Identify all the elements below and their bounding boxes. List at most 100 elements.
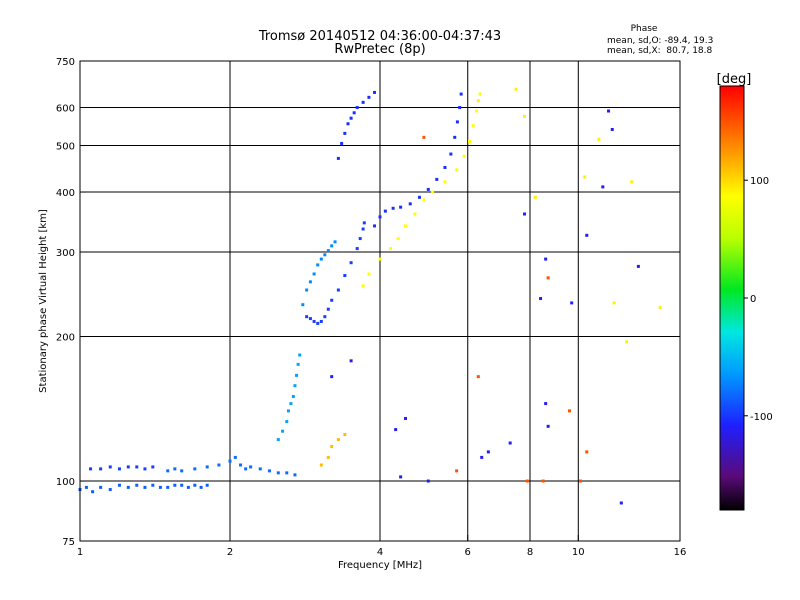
data-point [389,247,393,251]
data-point [546,276,550,280]
x-tick-label: 6 [465,547,471,558]
x-tick-label: 1 [77,547,83,558]
data-point [546,424,550,428]
data-point [403,416,407,420]
data-point [378,257,382,261]
data-point [126,465,130,469]
data-point [362,221,366,225]
data-point [135,465,139,469]
data-point [323,253,327,257]
data-point [258,467,262,471]
data-point [583,175,587,179]
y-tick-label: 600 [56,104,75,115]
data-point [330,298,334,302]
data-point [281,429,285,433]
data-point [471,124,475,128]
data-point [305,315,309,319]
data-point [383,209,387,213]
sounding-points [78,87,662,505]
data-point [449,152,453,156]
data-point [180,469,184,473]
data-point [151,483,155,487]
data-point [91,490,95,494]
data-point [361,227,365,231]
data-point [361,100,365,104]
data-point [462,154,466,158]
data-point [458,106,462,110]
data-point [399,475,403,479]
phase-stats-o: mean, sd,O: -89.4, 19.3 [607,36,713,46]
data-point [435,177,439,181]
data-point [285,420,289,424]
data-point [186,485,190,489]
data-point [293,384,297,388]
y-tick-label: 75 [62,537,75,548]
data-point [301,303,305,307]
data-point [403,224,407,228]
data-point [108,465,112,469]
data-point [330,244,334,248]
data-point [399,205,403,209]
data-point [396,237,400,241]
data-point [126,485,130,489]
data-point [476,375,480,379]
data-point [293,473,297,477]
data-point [630,180,634,184]
data-point [358,237,362,241]
data-point [340,141,344,145]
data-point [426,187,430,191]
data-point [413,212,417,216]
y-tick-label: 400 [56,188,75,199]
data-point [276,471,280,475]
data-point [305,288,309,292]
data-point [352,111,356,115]
data-point [612,301,616,305]
data-point [336,288,340,292]
data-point [468,139,472,143]
axis-ticks: 1 2 4 6 8 10 16 75 100 200 300 400 500 600 750 [56,57,686,558]
data-point [453,135,457,139]
y-tick-label: 100 [56,477,75,488]
data-point [514,87,518,91]
data-point [525,479,529,483]
data-point [585,233,589,237]
data-point [244,467,248,471]
y-tick-label: 750 [56,57,75,68]
data-point [346,122,350,126]
data-point [228,459,232,463]
grid-lines [80,61,680,541]
data-point [349,116,353,120]
data-point [349,359,353,363]
data-point [539,297,543,301]
data-point [319,463,323,467]
data-point [544,257,548,261]
data-point [394,428,398,432]
data-point [316,263,320,267]
data-point [239,463,243,467]
data-point [373,90,377,94]
data-point [326,455,330,459]
data-point [523,212,527,216]
data-point [326,249,330,253]
data-point [143,467,147,471]
data-point [597,137,601,141]
data-point [443,165,447,169]
data-point [443,180,447,184]
data-point [291,395,295,399]
data-point [267,469,271,473]
data-point [117,467,121,471]
data-point [135,483,139,487]
data-point [578,479,582,483]
data-point [533,195,537,199]
data-point [308,280,312,284]
data-point [391,206,395,210]
data-point [336,156,340,160]
chart-subtitle: RwPretec (8p) [334,42,425,57]
data-point [99,467,103,471]
data-point [312,319,316,323]
data-point [486,450,490,454]
data-point [619,501,623,505]
data-point [367,95,371,99]
data-point [570,301,574,305]
data-point [312,272,316,276]
